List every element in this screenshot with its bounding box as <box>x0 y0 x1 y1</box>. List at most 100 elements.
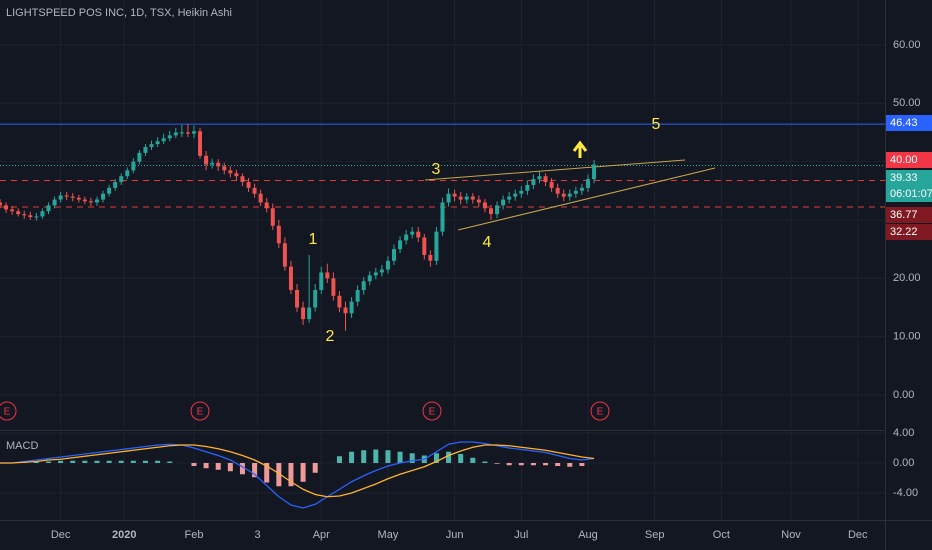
candle-body <box>543 176 548 183</box>
histogram-bar <box>82 460 88 463</box>
histogram-bar <box>433 453 439 463</box>
histogram-bar <box>58 460 64 463</box>
event-label: E <box>4 407 11 418</box>
candle-body <box>191 131 196 134</box>
histogram-bar <box>543 463 549 466</box>
candle-body <box>452 193 457 197</box>
candle-body <box>464 196 469 200</box>
candle-body <box>476 199 481 203</box>
candle-body <box>361 281 366 290</box>
candle-body <box>10 209 15 212</box>
candle-body <box>82 199 87 202</box>
histogram-bar <box>106 460 112 463</box>
histogram-bar <box>361 450 367 463</box>
candle-body <box>507 196 512 200</box>
candle-body <box>210 162 215 165</box>
candle-body <box>288 266 293 290</box>
x-tick-label: Dec <box>848 529 868 541</box>
candle-body <box>379 269 384 273</box>
candle-body <box>488 208 493 215</box>
x-tick-label: 3 <box>255 529 261 541</box>
x-tick-label: Aug <box>578 529 598 541</box>
histogram-bar <box>458 454 464 463</box>
x-tick-label: Dec <box>51 529 71 541</box>
candle-body <box>101 193 106 200</box>
trend-line <box>457 167 716 231</box>
candle-body <box>222 166 227 171</box>
candle-body <box>46 205 51 212</box>
x-tick-label: Sep <box>645 529 665 541</box>
price-label: 36.77 <box>890 209 918 221</box>
candle-body <box>264 202 269 209</box>
candle-body <box>276 225 281 244</box>
wave-label: 3 <box>432 161 441 178</box>
candle-body <box>513 193 518 197</box>
histogram-bar <box>385 450 391 463</box>
event-marker <box>190 401 210 421</box>
countdown-box <box>886 186 932 202</box>
candle-body <box>216 162 221 167</box>
candle-body <box>40 211 45 217</box>
candle-body <box>446 193 451 203</box>
candle-body <box>367 275 372 282</box>
histogram-bar <box>203 463 209 469</box>
histogram-bar <box>300 463 306 482</box>
candle-body <box>404 234 409 241</box>
histogram-bar <box>397 451 403 463</box>
marks <box>0 123 597 509</box>
candle-body <box>416 231 421 238</box>
histogram-bar <box>349 451 355 463</box>
histogram-bar <box>446 451 452 463</box>
candle-body <box>22 214 27 216</box>
histogram-bar <box>373 449 379 463</box>
wave-label: 2 <box>326 328 335 345</box>
candle-body <box>373 272 378 276</box>
candle-body <box>331 278 336 296</box>
candle-body <box>173 132 178 136</box>
x-tick-label: Jun <box>446 529 464 541</box>
histogram-bar <box>118 460 124 463</box>
histogram-bar <box>264 463 270 483</box>
candle-body <box>525 184 530 191</box>
candle-body <box>113 182 118 188</box>
histogram-bar <box>191 463 197 466</box>
candle-body <box>458 196 463 200</box>
trend-line <box>424 159 686 181</box>
histogram-bar <box>336 456 342 463</box>
candle-body <box>94 199 99 203</box>
price-label: 46.43 <box>890 117 918 129</box>
histogram-bar <box>167 461 173 463</box>
candle-body <box>470 196 475 200</box>
event-marker <box>0 401 17 421</box>
x-tick-label: 2020 <box>112 529 136 541</box>
price-label: 40.00 <box>890 154 918 166</box>
x-tick-label: Apr <box>313 529 330 541</box>
histogram-bar <box>506 463 512 466</box>
histogram-bar <box>470 457 476 463</box>
price-label: 39.33 <box>890 172 918 184</box>
candle-body <box>585 179 590 188</box>
macd-line <box>0 444 595 498</box>
candle-body <box>519 190 524 194</box>
candle-body <box>573 190 578 194</box>
candle-body <box>70 196 75 198</box>
price-label-box <box>886 207 932 223</box>
histogram-bar <box>409 453 415 463</box>
candle-body <box>495 205 500 215</box>
histogram-bar <box>227 463 233 472</box>
candle-body <box>343 307 348 314</box>
candle-body <box>137 152 142 162</box>
candle-body <box>228 170 233 174</box>
candle-body <box>319 272 324 290</box>
candle-body <box>337 295 342 308</box>
candle-body <box>385 260 390 270</box>
candle-body <box>161 138 166 142</box>
candle-body <box>258 193 263 203</box>
candle-body <box>313 289 318 308</box>
candle-body <box>88 201 93 203</box>
candle-body <box>482 202 487 209</box>
histogram-bar <box>142 460 148 463</box>
event-label: E <box>597 407 604 418</box>
